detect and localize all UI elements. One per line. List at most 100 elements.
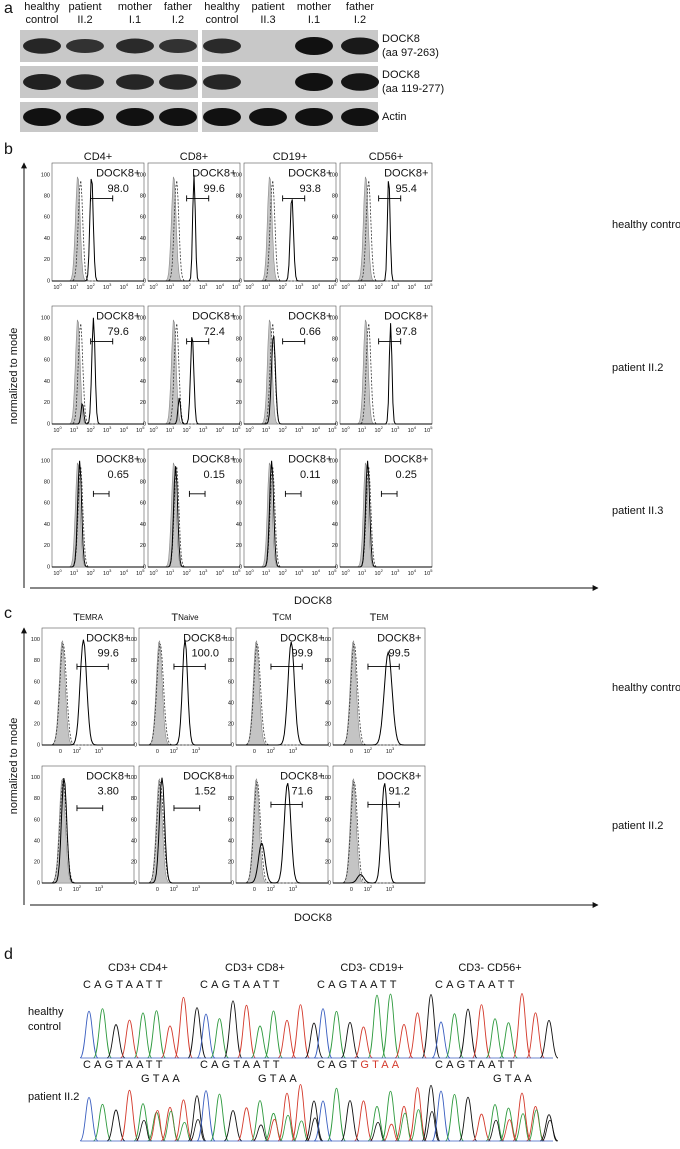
column-header: CD3- CD56+	[458, 962, 521, 974]
trace-peak	[394, 1105, 414, 1142]
tick-exp: 1	[172, 282, 175, 287]
x-tick-label: 102	[86, 425, 95, 434]
y-tick-label: 40	[332, 379, 338, 385]
x-tick-label: 0	[156, 887, 159, 893]
x-tick-label: 103	[192, 884, 201, 893]
lane-label: I.1	[308, 14, 320, 26]
tick-base: 10	[70, 285, 76, 291]
y-tick-label: 40	[228, 700, 234, 706]
x-tick-label: 100	[341, 568, 350, 577]
y-tick-label: 40	[131, 838, 137, 844]
tick-base: 10	[328, 571, 334, 577]
tick-exp: 2	[370, 884, 373, 889]
plot-frame	[51, 448, 145, 568]
tick-exp: 5	[430, 425, 433, 430]
y-tick-label: 60	[332, 215, 338, 221]
y-tick-label: 40	[236, 522, 242, 528]
column-header: CD3+ CD4+	[108, 962, 168, 974]
x-tick-label: 105	[328, 282, 337, 291]
tick-exp: 2	[93, 425, 96, 430]
sample-curve	[42, 778, 134, 884]
tick-exp: 3	[109, 425, 112, 430]
lane-label: I.2	[172, 14, 184, 26]
y-tick-label: 20	[140, 543, 146, 549]
sample-curve	[236, 783, 328, 884]
x-tick-label: 102	[267, 884, 276, 893]
y-tick-label: 0	[231, 880, 234, 886]
y-tick-label: 100	[137, 172, 146, 178]
y-tick-label: 100	[225, 775, 234, 781]
x-tick-label: 0	[253, 749, 256, 755]
y-tick-label: 40	[236, 379, 242, 385]
sequence: CAGTAATT	[317, 979, 400, 991]
y-tick-label: 20	[325, 721, 331, 727]
tick-base: 10	[278, 428, 284, 434]
trace-peak	[512, 993, 532, 1059]
tick-exp: 0	[59, 568, 62, 573]
column-header: TCM	[272, 612, 292, 624]
header-main: T	[272, 612, 279, 624]
sequence-wt: CAGT	[317, 1059, 360, 1071]
blot-label: (aa 119-277)	[382, 83, 444, 95]
x-tick-label: 105	[232, 425, 241, 434]
trace-peak	[472, 1004, 491, 1059]
tick-exp: 4	[126, 568, 129, 573]
x-tick-label: 103	[199, 568, 208, 577]
tick-base: 10	[408, 428, 414, 434]
x-tick-label: 102	[170, 884, 179, 893]
x-tick-label: 101	[166, 282, 175, 291]
tick-exp: 3	[397, 282, 400, 287]
trace-peak	[421, 994, 441, 1059]
y-tick-label: 100	[31, 775, 40, 781]
trace-peak	[162, 1110, 179, 1142]
sample-curve	[333, 783, 425, 884]
trace-peak	[149, 1109, 165, 1142]
gate-label: DOCK8+	[86, 770, 130, 782]
gate-value: 0.25	[396, 469, 417, 481]
x-tick-label: 103	[289, 746, 298, 755]
trace-peak	[327, 1087, 346, 1142]
x-tick-label: 101	[262, 425, 271, 434]
gate-label: DOCK8+	[192, 168, 236, 180]
y-tick-label: 0	[328, 742, 331, 748]
trace-peak	[133, 1012, 153, 1059]
band	[341, 37, 379, 55]
trace-peak	[79, 1010, 99, 1059]
sample-curve	[52, 178, 144, 282]
x-tick-label: 102	[364, 884, 373, 893]
trace-peak	[306, 1117, 323, 1142]
band	[249, 108, 287, 126]
gate-value: 3.80	[98, 786, 119, 798]
sample-curve	[148, 466, 240, 568]
plot-frame	[51, 162, 145, 282]
trace-peak	[367, 1106, 387, 1142]
gate-value: 0.66	[300, 326, 321, 338]
tick-base: 10	[103, 571, 109, 577]
x-tick-label: 0	[59, 887, 62, 893]
x-tick-label: 101	[358, 282, 367, 291]
gate-value: 98.0	[108, 183, 129, 195]
dashed-curve	[236, 781, 328, 884]
gate-label: DOCK8+	[377, 632, 421, 644]
x-tick-label: 100	[53, 425, 62, 434]
tick-exp: 0	[155, 282, 158, 287]
header-sub: EM	[376, 613, 388, 622]
lane-label: healthy	[24, 1, 60, 13]
x-tick-label: 105	[424, 282, 433, 291]
x-tick-label: 105	[136, 568, 145, 577]
trace-peak	[367, 994, 387, 1059]
tick-base: 10	[328, 428, 334, 434]
y-tick-label: 40	[325, 700, 331, 706]
tick-exp: 1	[268, 425, 271, 430]
tick-base: 10	[245, 428, 251, 434]
tick-base: 10	[166, 285, 172, 291]
sample-curve	[236, 641, 328, 746]
column-header: TNaive	[171, 612, 199, 624]
sample-curve	[333, 650, 425, 746]
lane-label: I.2	[354, 14, 366, 26]
sample-curve	[340, 323, 432, 425]
tick-base: 10	[136, 285, 142, 291]
tick-exp: 0	[155, 425, 158, 430]
gate-label: DOCK8+	[377, 770, 421, 782]
tick-base: 10	[232, 285, 238, 291]
